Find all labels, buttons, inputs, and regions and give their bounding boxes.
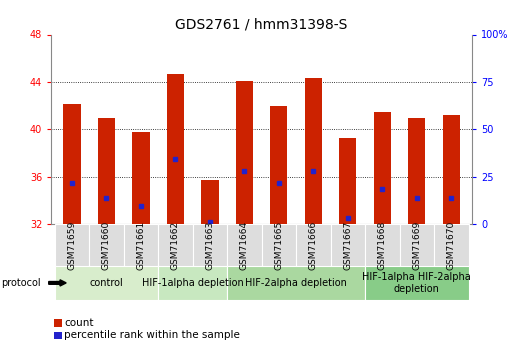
Text: percentile rank within the sample: percentile rank within the sample (64, 330, 240, 339)
Text: GSM71668: GSM71668 (378, 220, 387, 269)
Bar (296, 224, 330, 266)
Bar (89, 224, 124, 266)
Bar (339, 138, 357, 224)
Bar (158, 266, 227, 300)
Bar (227, 266, 365, 300)
Text: HIF-1alpha depletion: HIF-1alpha depletion (142, 278, 244, 288)
Bar (373, 111, 391, 224)
Text: control: control (90, 278, 123, 288)
Bar (408, 118, 425, 224)
Bar (227, 224, 262, 266)
Title: GDS2761 / hmm31398-S: GDS2761 / hmm31398-S (175, 18, 348, 32)
Text: GSM71664: GSM71664 (240, 220, 249, 269)
Bar (201, 180, 219, 224)
Bar (270, 106, 287, 224)
Text: count: count (64, 318, 94, 327)
Text: GSM71659: GSM71659 (68, 220, 76, 269)
Text: GSM71666: GSM71666 (309, 220, 318, 269)
Bar (193, 224, 227, 266)
Bar (158, 224, 193, 266)
Bar (434, 224, 468, 266)
Bar (365, 224, 400, 266)
Bar (124, 224, 158, 266)
Text: protocol: protocol (2, 278, 41, 288)
Bar (305, 78, 322, 224)
Text: HIF-2alpha depletion: HIF-2alpha depletion (245, 278, 347, 288)
Bar (55, 224, 89, 266)
Bar (443, 115, 460, 224)
Bar (236, 81, 253, 224)
Text: GSM71662: GSM71662 (171, 220, 180, 269)
Bar (400, 224, 434, 266)
Text: GSM71667: GSM71667 (343, 220, 352, 269)
Text: GSM71665: GSM71665 (274, 220, 283, 269)
Bar (330, 224, 365, 266)
Bar (365, 266, 468, 300)
Bar (167, 73, 184, 224)
Text: GSM71669: GSM71669 (412, 220, 421, 269)
Text: GSM71663: GSM71663 (205, 220, 214, 269)
Text: GSM71661: GSM71661 (136, 220, 146, 269)
Bar (98, 118, 115, 224)
Bar (64, 105, 81, 224)
Text: GSM71660: GSM71660 (102, 220, 111, 269)
Text: HIF-1alpha HIF-2alpha
depletion: HIF-1alpha HIF-2alpha depletion (362, 272, 471, 294)
Bar (55, 266, 158, 300)
Bar (132, 132, 150, 224)
Bar (262, 224, 296, 266)
Text: GSM71670: GSM71670 (447, 220, 456, 269)
